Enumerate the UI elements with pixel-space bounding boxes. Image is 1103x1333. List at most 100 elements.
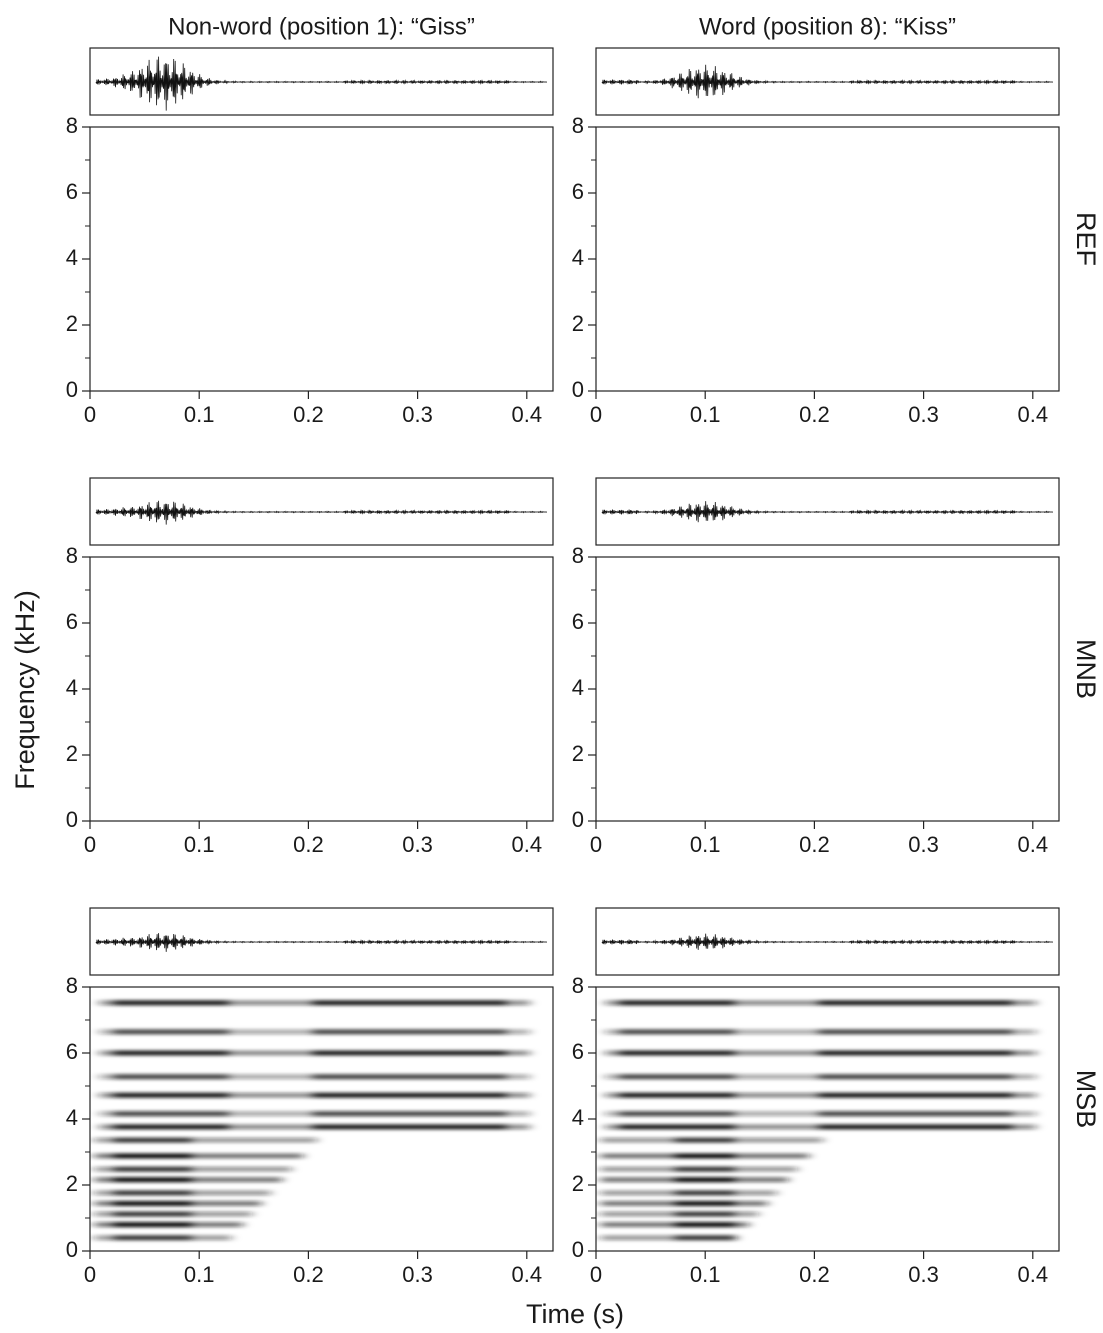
harmonic-band	[113, 1029, 229, 1035]
harmonic-band	[619, 1074, 735, 1080]
waveform	[95, 933, 547, 952]
harmonic-band	[113, 1190, 192, 1196]
energy-region	[813, 132, 1032, 252]
energy-region	[600, 570, 768, 808]
harmonic-band	[312, 1000, 507, 1006]
x-axis-label: Time (s)	[526, 1299, 624, 1329]
spectrogram-texture	[90, 562, 526, 814]
waveform-frame	[595, 907, 1060, 976]
harmonic-band	[619, 1124, 735, 1130]
spectrogram	[600, 1000, 1036, 1241]
x-tick-label: 0	[590, 1262, 602, 1287]
y-tick-label: 4	[572, 675, 584, 700]
harmonic-band	[312, 1050, 507, 1056]
x-tick-label: 0.2	[293, 832, 324, 857]
plot-frame	[595, 986, 1060, 1252]
x-tick-label: 0.2	[799, 402, 830, 427]
x-tick-label: 0.3	[402, 1262, 433, 1287]
x-tick-label: 0.4	[511, 1262, 542, 1287]
harmonic-band	[94, 1137, 317, 1143]
y-axis-label: Frequency (kHz)	[10, 590, 40, 790]
waveform	[601, 64, 1053, 99]
harmonic-band	[674, 1211, 735, 1217]
y-tick-label: 2	[66, 311, 78, 336]
x-tick-label: 0.4	[1017, 402, 1048, 427]
spectrogram	[90, 562, 526, 814]
harmonic-band	[94, 1153, 303, 1159]
harmonic-band	[818, 1092, 1013, 1098]
x-tick-label: 0.2	[293, 402, 324, 427]
harmonic-band	[619, 1092, 735, 1098]
harmonic-band	[312, 1111, 507, 1117]
row-label: REF	[1071, 212, 1101, 266]
waveform	[601, 501, 1053, 523]
y-tick-label: 6	[66, 609, 78, 634]
harmonic-band	[818, 1111, 1013, 1117]
x-tick-label: 0.1	[690, 832, 721, 857]
harmonic-band	[674, 1166, 735, 1172]
x-tick-label: 0.4	[511, 402, 542, 427]
x-tick-label: 0.2	[799, 832, 830, 857]
y-tick-label: 0	[66, 1237, 78, 1262]
harmonic-band	[113, 1050, 229, 1056]
y-tick-label: 4	[572, 1105, 584, 1130]
x-tick-label: 0	[590, 402, 602, 427]
spectrogram-texture	[596, 132, 1032, 391]
y-tick-label: 6	[66, 179, 78, 204]
waveform	[601, 933, 1053, 950]
x-tick-label: 0.1	[184, 402, 215, 427]
x-tick-label: 0.3	[908, 832, 939, 857]
energy-region	[307, 132, 526, 252]
row-label: MSB	[1071, 1070, 1101, 1129]
energy-region	[94, 570, 262, 808]
harmonic-band	[113, 1137, 192, 1143]
waveform-frame	[595, 477, 1060, 546]
x-tick-label: 0.4	[1017, 1262, 1048, 1287]
waveform-frame	[89, 47, 554, 116]
harmonic-band	[312, 1074, 507, 1080]
y-tick-label: 8	[572, 973, 584, 998]
column-title: Word (position 8): “Kiss”	[699, 13, 956, 40]
harmonic-band	[600, 1235, 738, 1241]
harmonic-bands	[94, 1000, 530, 1241]
y-tick-label: 0	[572, 807, 584, 832]
y-tick-label: 4	[66, 245, 78, 270]
harmonic-band	[113, 1200, 192, 1206]
spectrogram-texture	[90, 132, 526, 384]
y-tick-label: 6	[66, 1039, 78, 1064]
harmonic-band	[113, 1092, 229, 1098]
y-tick-label: 2	[66, 741, 78, 766]
y-tick-label: 0	[66, 807, 78, 832]
harmonic-band	[674, 1200, 735, 1206]
x-tick-label: 0.2	[799, 1262, 830, 1287]
harmonic-band	[619, 1029, 735, 1035]
x-tick-label: 0.3	[908, 1262, 939, 1287]
x-tick-label: 0.3	[402, 832, 433, 857]
spectrogram	[90, 132, 526, 384]
energy-region	[813, 562, 1032, 682]
x-tick-label: 0.1	[690, 402, 721, 427]
x-tick-label: 0.4	[1017, 832, 1048, 857]
y-tick-label: 4	[66, 1105, 78, 1130]
x-tick-label: 0	[590, 832, 602, 857]
y-tick-label: 6	[572, 179, 584, 204]
x-tick-label: 0	[84, 402, 96, 427]
harmonic-band	[312, 1124, 507, 1130]
y-tick-label: 6	[572, 609, 584, 634]
energy-region	[600, 140, 768, 378]
x-tick-label: 0.1	[184, 1262, 215, 1287]
harmonic-band	[113, 1222, 192, 1228]
harmonic-band	[674, 1137, 735, 1143]
y-tick-label: 6	[572, 1039, 584, 1064]
y-tick-label: 0	[66, 377, 78, 402]
y-tick-label: 4	[66, 675, 78, 700]
y-tick-label: 8	[66, 973, 78, 998]
harmonic-band	[674, 1190, 735, 1196]
y-tick-label: 2	[66, 1171, 78, 1196]
harmonic-band	[818, 1124, 1013, 1130]
harmonic-band	[113, 1000, 229, 1006]
spectrogram	[94, 1000, 530, 1241]
plot-frame	[89, 986, 554, 1252]
waveform-frame	[89, 907, 554, 976]
harmonic-band	[113, 1166, 192, 1172]
